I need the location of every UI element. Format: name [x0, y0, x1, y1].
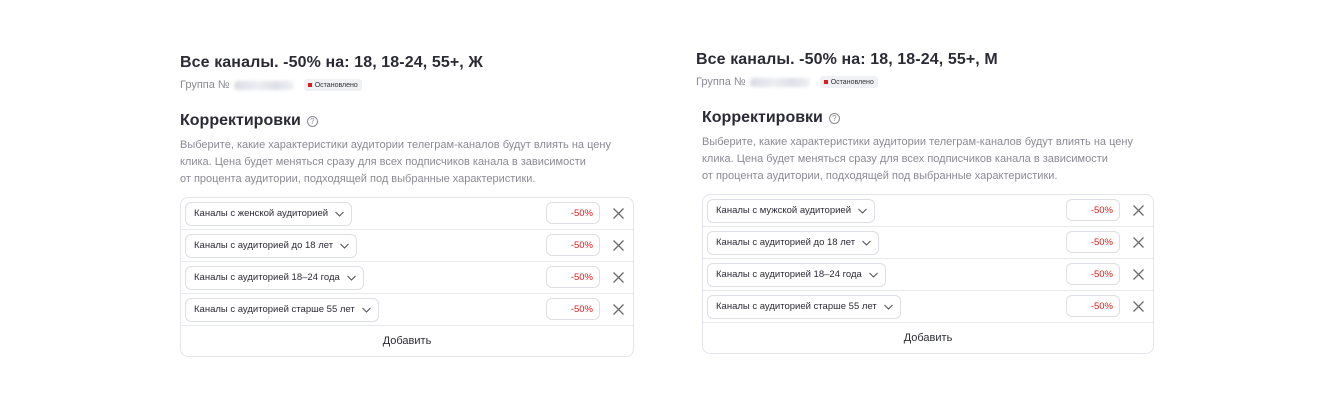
section-title-text: Корректировки — [702, 109, 823, 126]
audience-select-label: Каналы с аудиторией 18–24 года — [194, 272, 340, 283]
audience-select[interactable]: Каналы с аудиторией 18–24 года — [707, 262, 886, 287]
percent-input[interactable]: -50% — [1066, 263, 1120, 285]
audience-select-label: Каналы с аудиторией старше 55 лет — [194, 304, 355, 315]
group-number-redacted — [233, 80, 294, 90]
group-info: Группа № Остановлено — [180, 78, 636, 92]
audience-select[interactable]: Каналы с мужской аудиторией — [707, 198, 876, 223]
campaign-title: Все каналы. -50% на: 18, 18-24, 55+, Ж — [180, 54, 483, 71]
audience-select-label: Каналы с аудиторией 18–24 года — [716, 269, 862, 280]
percent-input[interactable]: -50% — [546, 202, 600, 224]
close-icon[interactable] — [612, 207, 625, 220]
group-label: Группа № — [180, 79, 230, 91]
help-icon[interactable]: ? — [306, 115, 318, 127]
adjustment-row: Каналы с аудиторией 18–24 года -50% — [703, 259, 1153, 291]
audience-select[interactable]: Каналы с аудиторией старше 55 лет — [185, 297, 379, 322]
audience-select-label: Каналы с аудиторией старше 55 лет — [716, 301, 877, 312]
percent-input[interactable]: -50% — [1066, 295, 1120, 317]
audience-select-label: Каналы с мужской аудиторией — [716, 205, 852, 216]
close-icon[interactable] — [612, 239, 625, 252]
adjustments-list: Каналы с мужской аудиторией -50% Каналы … — [702, 194, 1154, 354]
percent-input[interactable]: -50% — [1066, 231, 1120, 253]
add-button[interactable]: Добавить — [382, 335, 432, 347]
audience-select-label: Каналы с аудиторией до 18 лет — [194, 240, 334, 251]
audience-select[interactable]: Каналы с аудиторией до 18 лет — [185, 233, 358, 258]
chevron-down-icon — [868, 272, 878, 278]
audience-select[interactable]: Каналы с женской аудиторией — [185, 201, 353, 226]
adjustment-row: Каналы с аудиторией старше 55 лет -50% — [181, 294, 633, 326]
percent-input[interactable]: -50% — [546, 266, 600, 288]
audience-select[interactable]: Каналы с аудиторией 18–24 года — [185, 265, 364, 290]
section-description: Выберите, какие характеристики аудитории… — [180, 137, 636, 188]
adjustment-row: Каналы с аудиторией до 18 лет -50% — [703, 227, 1153, 259]
audience-select[interactable]: Каналы с аудиторией старше 55 лет — [707, 294, 901, 319]
description-line: от процента аудитории, подходящей под вы… — [180, 173, 536, 185]
adjustment-row: Каналы с аудиторией до 18 лет -50% — [181, 230, 633, 262]
status-text: Остановлено — [314, 81, 358, 89]
close-icon[interactable] — [1132, 300, 1145, 313]
percent-input[interactable]: -50% — [546, 298, 600, 320]
section-title: Корректировки ? — [696, 107, 1152, 129]
chevron-down-icon — [862, 240, 871, 246]
chevron-down-icon — [340, 243, 349, 249]
group-label: Группа № — [696, 76, 746, 88]
description-line: Выберите, какие характеристики аудитории… — [180, 139, 611, 151]
chevron-down-icon — [858, 208, 867, 214]
status-badge: Остановлено — [819, 76, 878, 88]
status-text: Остановлено — [830, 78, 874, 86]
close-icon[interactable] — [1132, 204, 1145, 217]
description-line: от процента аудитории, подходящей под вы… — [702, 170, 1058, 182]
status-dot-icon — [307, 83, 312, 87]
chevron-down-icon — [346, 275, 356, 281]
status-dot-icon — [823, 80, 828, 84]
chevron-down-icon — [335, 211, 344, 217]
help-icon[interactable]: ? — [828, 112, 840, 124]
close-icon[interactable] — [612, 271, 625, 284]
adjustment-row: Каналы с мужской аудиторией -50% — [703, 195, 1153, 227]
adjustment-row: Каналы с женской аудиторией -50% — [181, 198, 633, 230]
section-title-text: Корректировки — [180, 112, 301, 129]
percent-input[interactable]: -50% — [546, 234, 600, 256]
campaign-title: Все каналы. -50% на: 18, 18-24, 55+, М — [696, 51, 998, 68]
adjustment-row: Каналы с аудиторией 18–24 года -50% — [181, 262, 633, 294]
adjustments-list: Каналы с женской аудиторией -50% Каналы … — [180, 197, 634, 357]
chevron-down-icon — [361, 307, 371, 313]
audience-select[interactable]: Каналы с аудиторией до 18 лет — [707, 230, 880, 255]
description-line: клика. Цена будет меняться сразу для все… — [702, 153, 1108, 165]
adjustments-panel: Все каналы. -50% на: 18, 18-24, 55+, Ж Г… — [180, 52, 636, 357]
status-badge: Остановлено — [303, 79, 362, 91]
section-title: Корректировки ? — [180, 110, 636, 132]
adjustment-row: Каналы с аудиторией старше 55 лет -50% — [703, 291, 1153, 323]
group-info: Группа № Остановлено — [696, 75, 1152, 89]
description-line: клика. Цена будет меняться сразу для все… — [180, 156, 586, 168]
group-number-redacted — [749, 77, 810, 87]
section-description: Выберите, какие характеристики аудитории… — [696, 134, 1152, 185]
description-line: Выберите, какие характеристики аудитории… — [702, 136, 1133, 148]
audience-select-label: Каналы с аудиторией до 18 лет — [716, 237, 856, 248]
percent-input[interactable]: -50% — [1066, 199, 1120, 221]
add-button[interactable]: Добавить — [903, 332, 953, 344]
adjustments-panel: Все каналы. -50% на: 18, 18-24, 55+, М Г… — [696, 49, 1154, 354]
chevron-down-icon — [883, 304, 893, 310]
close-icon[interactable] — [1132, 268, 1145, 281]
audience-select-label: Каналы с женской аудиторией — [194, 208, 329, 219]
close-icon[interactable] — [612, 303, 625, 316]
close-icon[interactable] — [1132, 236, 1145, 249]
